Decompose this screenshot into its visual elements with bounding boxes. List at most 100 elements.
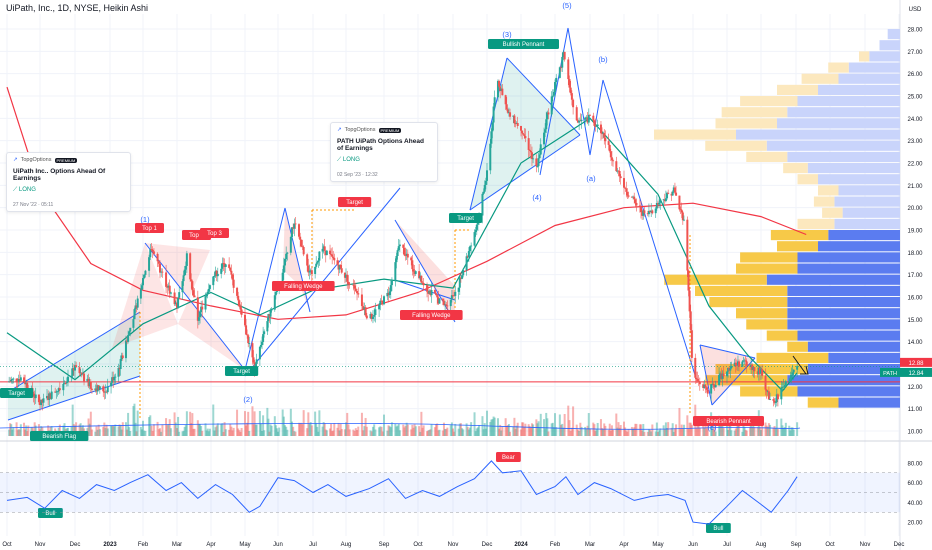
volume-bar bbox=[589, 428, 591, 436]
candle-body bbox=[459, 277, 462, 279]
candle-body bbox=[212, 276, 215, 286]
candle-body bbox=[457, 287, 460, 292]
candle-body bbox=[529, 150, 532, 153]
volume-bar bbox=[151, 430, 154, 436]
candle-body bbox=[404, 255, 407, 257]
candle-body bbox=[421, 282, 424, 284]
candle-body bbox=[152, 251, 155, 254]
candle-body bbox=[782, 386, 785, 388]
candle-body bbox=[23, 377, 26, 382]
volume-bar bbox=[593, 424, 596, 436]
volume-bar bbox=[576, 429, 579, 436]
vp-bar-up bbox=[770, 230, 829, 241]
vp-bar-down bbox=[842, 207, 900, 218]
volume-bar bbox=[96, 429, 99, 436]
candle-body bbox=[356, 290, 359, 294]
price-tick: 14.00 bbox=[907, 340, 923, 346]
volume-bar bbox=[427, 430, 430, 436]
volume-bar bbox=[584, 426, 587, 436]
volume-bar bbox=[213, 430, 216, 436]
volume-bar bbox=[347, 424, 350, 436]
volume-bar bbox=[493, 417, 496, 436]
volume-bar bbox=[340, 429, 343, 436]
idea-card-2[interactable]: ↗ TopgOptions PREMIUM PATH UiPath Options … bbox=[330, 122, 438, 182]
volume-bar bbox=[530, 423, 533, 436]
volume-bar bbox=[259, 423, 262, 436]
candle-body bbox=[189, 253, 192, 280]
candle-body bbox=[205, 294, 208, 297]
candle-body bbox=[42, 398, 45, 403]
candle-body bbox=[781, 387, 784, 388]
candle-body bbox=[15, 378, 18, 382]
candle-body bbox=[340, 268, 343, 273]
rsi-label-bear: Bear bbox=[502, 455, 515, 461]
candle-body bbox=[544, 129, 547, 133]
volume-bar bbox=[695, 428, 698, 436]
candle-body bbox=[532, 158, 535, 160]
wave-label: (c) bbox=[708, 423, 717, 432]
volume-bar bbox=[720, 423, 723, 436]
candle-body bbox=[568, 79, 571, 88]
symbol-header[interactable]: UiPath, Inc., 1D, NYSE, Heikin Ashi bbox=[6, 3, 149, 13]
wedge-line bbox=[394, 279, 456, 301]
volume-bar bbox=[680, 424, 683, 436]
vp-bar-up bbox=[654, 129, 736, 140]
candle-body bbox=[470, 245, 473, 247]
card-brand: TopgOptions bbox=[20, 157, 52, 163]
candle-body bbox=[520, 126, 522, 131]
candle-body bbox=[104, 391, 107, 393]
volume-bar bbox=[607, 430, 610, 436]
idea-card-1[interactable]: ↗ TopgOptions PREMIUM UiPath Inc.. Options… bbox=[6, 152, 131, 212]
candle-body bbox=[633, 196, 636, 200]
candle-body bbox=[753, 367, 756, 372]
candle-body bbox=[333, 257, 336, 261]
chart-line-icon: ↗ bbox=[337, 127, 342, 133]
candle-body bbox=[430, 290, 433, 296]
candle-body bbox=[635, 202, 638, 206]
volume-bar bbox=[230, 426, 233, 436]
candle-body bbox=[49, 393, 52, 399]
candle-body bbox=[484, 180, 487, 185]
volume-bar bbox=[254, 424, 257, 436]
candle-body bbox=[595, 125, 598, 127]
candle-body bbox=[214, 270, 217, 277]
candle-body bbox=[501, 88, 504, 96]
candle-body bbox=[330, 254, 333, 255]
candle-body bbox=[624, 187, 627, 189]
candle-body bbox=[230, 270, 233, 275]
volume-bar bbox=[470, 422, 473, 436]
candle-body bbox=[46, 395, 48, 399]
vp-bar-down bbox=[834, 196, 900, 207]
time-tick: Aug bbox=[756, 542, 767, 548]
candle-body bbox=[9, 381, 12, 383]
candle-body bbox=[446, 305, 449, 307]
candle-body bbox=[343, 272, 346, 278]
candle-body bbox=[149, 249, 152, 258]
volume-bar bbox=[159, 428, 161, 436]
volume-bar bbox=[324, 429, 327, 436]
candle-body bbox=[726, 371, 728, 377]
vp-bar-down bbox=[869, 51, 900, 62]
wave-label: (a) bbox=[586, 174, 596, 183]
label-target-bg bbox=[449, 213, 483, 223]
price-tag-bottom: 12.84 bbox=[908, 371, 924, 377]
candle-body bbox=[224, 264, 227, 267]
candle-body bbox=[41, 399, 44, 403]
volume-bar bbox=[587, 413, 590, 436]
volume-bar bbox=[532, 424, 535, 436]
volume-bar bbox=[345, 422, 347, 436]
volume-bar bbox=[390, 422, 393, 436]
label-top-3-bg bbox=[200, 228, 229, 238]
wave-label: (2) bbox=[243, 395, 253, 404]
volume-bar bbox=[267, 418, 270, 436]
candle-body bbox=[309, 270, 312, 272]
volume-bar bbox=[596, 422, 599, 436]
label-falling-wedge: Falling Wedge bbox=[412, 313, 451, 319]
vp-bar-up bbox=[721, 107, 788, 118]
volume-bar bbox=[608, 423, 611, 436]
volume-bar bbox=[473, 412, 476, 436]
candle-body bbox=[626, 191, 629, 196]
candle-body bbox=[414, 271, 417, 274]
candle-body bbox=[489, 143, 492, 171]
